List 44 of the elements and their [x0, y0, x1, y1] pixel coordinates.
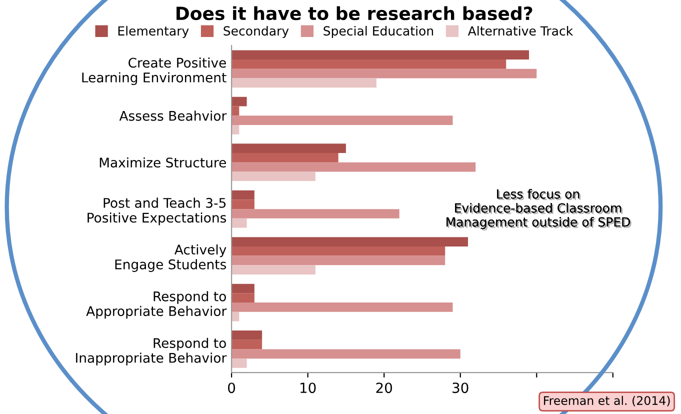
bar — [232, 116, 453, 125]
y-tick-label: Respond to Inappropriate Behavior — [76, 338, 227, 366]
bar — [232, 246, 446, 256]
bar — [232, 256, 446, 266]
y-tick-label: Assess Beahvior — [119, 110, 227, 121]
x-tick-label: 10 — [300, 382, 316, 394]
y-tick-label: Respond to Appropriate Behavior — [86, 291, 227, 319]
bar — [232, 293, 254, 303]
y-tick-label: Create Positive Learning Environment — [82, 58, 226, 86]
bar — [232, 237, 468, 246]
y-tick-label: Post and Teach 3-5 Positive Expectations — [88, 198, 226, 226]
legend-label: Alternative Track — [468, 26, 574, 36]
legend-label: Special Education — [324, 26, 434, 38]
bar — [232, 172, 316, 182]
bar — [232, 358, 247, 368]
bar — [232, 200, 254, 210]
bar — [232, 144, 346, 154]
bar — [232, 209, 400, 218]
bar — [232, 330, 262, 340]
bar — [232, 60, 506, 69]
bar — [232, 96, 247, 106]
bar — [232, 162, 476, 172]
bar — [232, 68, 537, 78]
bar — [232, 50, 529, 60]
bar — [232, 302, 453, 312]
bar — [232, 78, 376, 88]
bar — [232, 340, 262, 350]
text: Freeman et al. (2014) — [544, 396, 670, 406]
bar — [232, 124, 240, 134]
bar — [232, 153, 338, 162]
chart-title: Does it have to be research based? — [176, 6, 532, 20]
legend-label: Elementary — [118, 26, 189, 38]
bar — [232, 218, 247, 228]
y-tick-label: Actively Engage Students — [115, 244, 226, 272]
x-tick-label: 20 — [376, 382, 392, 394]
bar — [232, 265, 316, 274]
legend-label: Secondary — [224, 26, 289, 38]
bar — [232, 284, 254, 294]
y-tick-label: Maximize Structure — [100, 157, 226, 168]
x-tick-label: 0 — [228, 382, 236, 394]
x-tick-label: 30 — [452, 382, 468, 394]
bar — [232, 190, 254, 200]
annotation: Less focus on Evidence-based Classroom Management outside of SPED — [446, 189, 632, 231]
bar — [232, 349, 460, 359]
